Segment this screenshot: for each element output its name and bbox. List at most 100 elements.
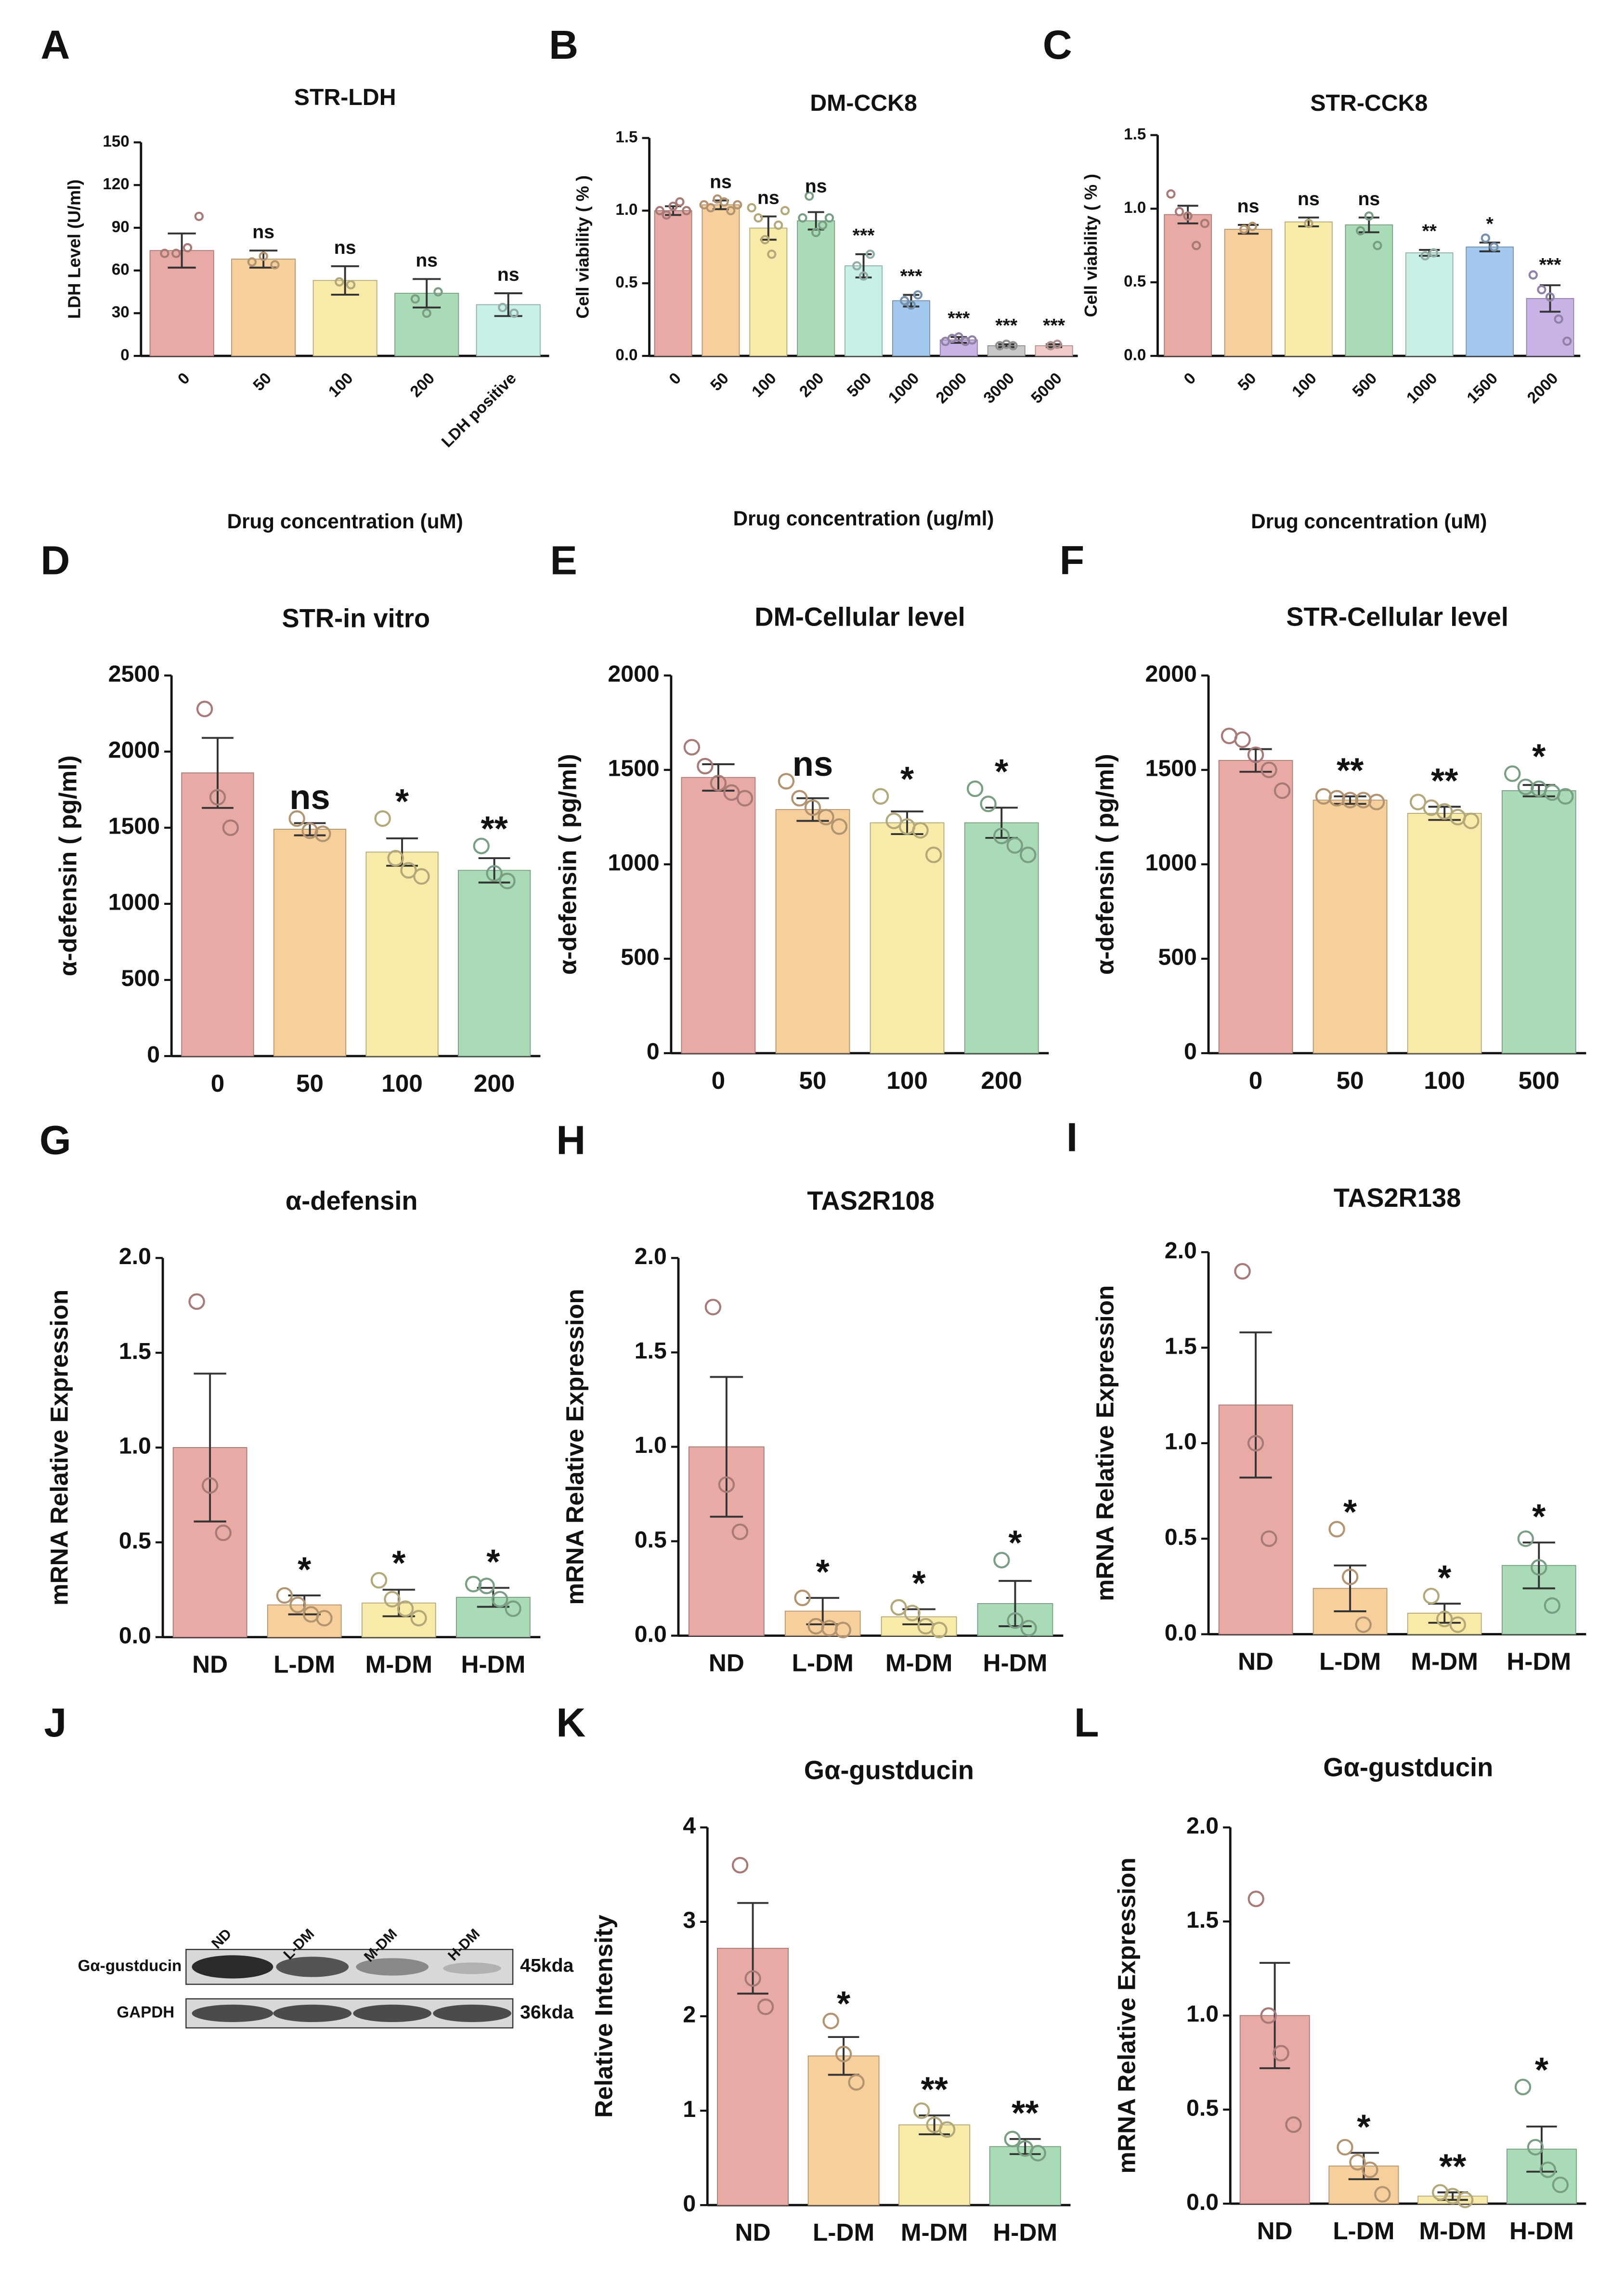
data-point (906, 300, 916, 310)
significance-label: *** (1539, 255, 1562, 275)
significance-label: *** (995, 315, 1018, 336)
chart-title: DM-Cellular level (754, 602, 965, 631)
data-point (1166, 189, 1176, 199)
data-point (1349, 2154, 1366, 2171)
panel-letter: I (1066, 1114, 1078, 1160)
data-point (1239, 224, 1249, 234)
x-tick-label: 0 (1249, 1067, 1263, 1094)
significance-label: ** (481, 810, 508, 849)
data-point (1008, 341, 1018, 351)
data-point (1528, 270, 1538, 280)
data-point (912, 822, 929, 839)
bar (844, 265, 883, 356)
data-point (818, 809, 834, 825)
data-point (835, 2046, 852, 2063)
data-point (760, 235, 770, 245)
panel-letter: J (44, 1700, 66, 1745)
y-tick-label: 0.0 (615, 346, 637, 364)
data-point (491, 1591, 508, 1608)
significance-label: ns (497, 264, 520, 285)
data-point (1373, 241, 1382, 250)
data-point (931, 1621, 948, 1639)
data-point (1517, 1530, 1534, 1547)
data-point (1200, 219, 1210, 228)
data-point (747, 203, 756, 213)
y-tick-label: 0 (1184, 1039, 1197, 1065)
data-point (1554, 314, 1563, 324)
error-bar (331, 265, 359, 296)
error-bar (478, 857, 510, 884)
data-point (1174, 207, 1184, 217)
y-tick-label: 0 (147, 1042, 160, 1068)
data-point (1260, 1530, 1277, 1547)
bar (231, 259, 296, 356)
data-point (662, 210, 671, 220)
bar (1285, 221, 1333, 356)
bar (1345, 224, 1393, 356)
lane-label: ND (208, 1926, 234, 1952)
bar (749, 227, 788, 356)
x-tick-label: 50 (1337, 1067, 1364, 1094)
band (273, 2004, 352, 2023)
data-point (201, 1477, 219, 1494)
x-tick-label: 3000 (980, 369, 1018, 407)
error-bar (1522, 1541, 1555, 1590)
data-point (397, 1600, 414, 1617)
significance-label: ns (805, 176, 827, 196)
y-tick-label: 0.0 (119, 1622, 151, 1648)
x-axis-label: Drug concentration (ug/ml) (733, 507, 994, 530)
data-point (473, 837, 490, 854)
significance-label: ns (793, 744, 833, 783)
y-tick-label: 0 (647, 1039, 660, 1065)
data-point (1362, 2161, 1378, 2178)
y-tick-label: 0.5 (1165, 1524, 1197, 1550)
data-point (171, 248, 181, 258)
significance-label: * (1438, 1558, 1452, 1597)
data-point (1537, 285, 1546, 295)
data-point (1020, 1619, 1037, 1637)
panel-letter: G (39, 1117, 71, 1162)
data-point (682, 206, 691, 216)
chart-title: Gα-gustducin (1323, 1752, 1493, 1782)
significance-label: * (995, 752, 1009, 791)
data-point (1273, 782, 1291, 799)
x-tick-label: 5000 (1028, 369, 1065, 407)
data-point (1355, 1616, 1372, 1633)
y-tick-label: 1500 (108, 813, 160, 839)
data-point (798, 213, 807, 223)
significance-label: ns (289, 778, 330, 817)
y-axis-label: LDH Level (U/ml) (65, 180, 84, 319)
panel-letter: K (556, 1700, 585, 1745)
data-point (410, 1610, 427, 1627)
bar (1466, 246, 1514, 356)
data-point (904, 1605, 921, 1621)
y-tick-label: 0.0 (1124, 346, 1146, 364)
data-point (890, 1599, 907, 1616)
significance-label: * (900, 760, 914, 799)
y-tick-label: 2 (683, 2002, 696, 2028)
chart-title: STR-LDH (294, 84, 396, 110)
chart-title: STR-in vitro (282, 603, 430, 633)
significance-label: ns (334, 237, 356, 258)
x-tick-label: 100 (748, 369, 780, 401)
band (443, 1962, 501, 1974)
chart-title: STR-Cellular level (1286, 602, 1508, 631)
y-axis-label: α-defensin ( pg/ml) (1091, 754, 1118, 975)
data-point (804, 799, 821, 816)
y-tick-label: 2.0 (119, 1243, 151, 1269)
data-point (1247, 746, 1264, 763)
data-point (872, 788, 889, 805)
bar (1312, 799, 1388, 1054)
x-tick-label: 500 (1349, 369, 1380, 401)
x-tick-label: 500 (844, 369, 875, 401)
y-tick-label: 3 (683, 1907, 696, 1933)
error-bar (1540, 284, 1561, 313)
y-tick-label: 2500 (108, 661, 160, 687)
bar (898, 2124, 971, 2206)
y-tick-label: 2.0 (635, 1243, 667, 1269)
data-point (925, 847, 942, 863)
x-tick-label: 50 (250, 369, 275, 394)
panel-letter: A (40, 22, 70, 67)
y-tick-label: 1.5 (1124, 125, 1146, 143)
y-tick-label: 1.0 (615, 201, 637, 219)
